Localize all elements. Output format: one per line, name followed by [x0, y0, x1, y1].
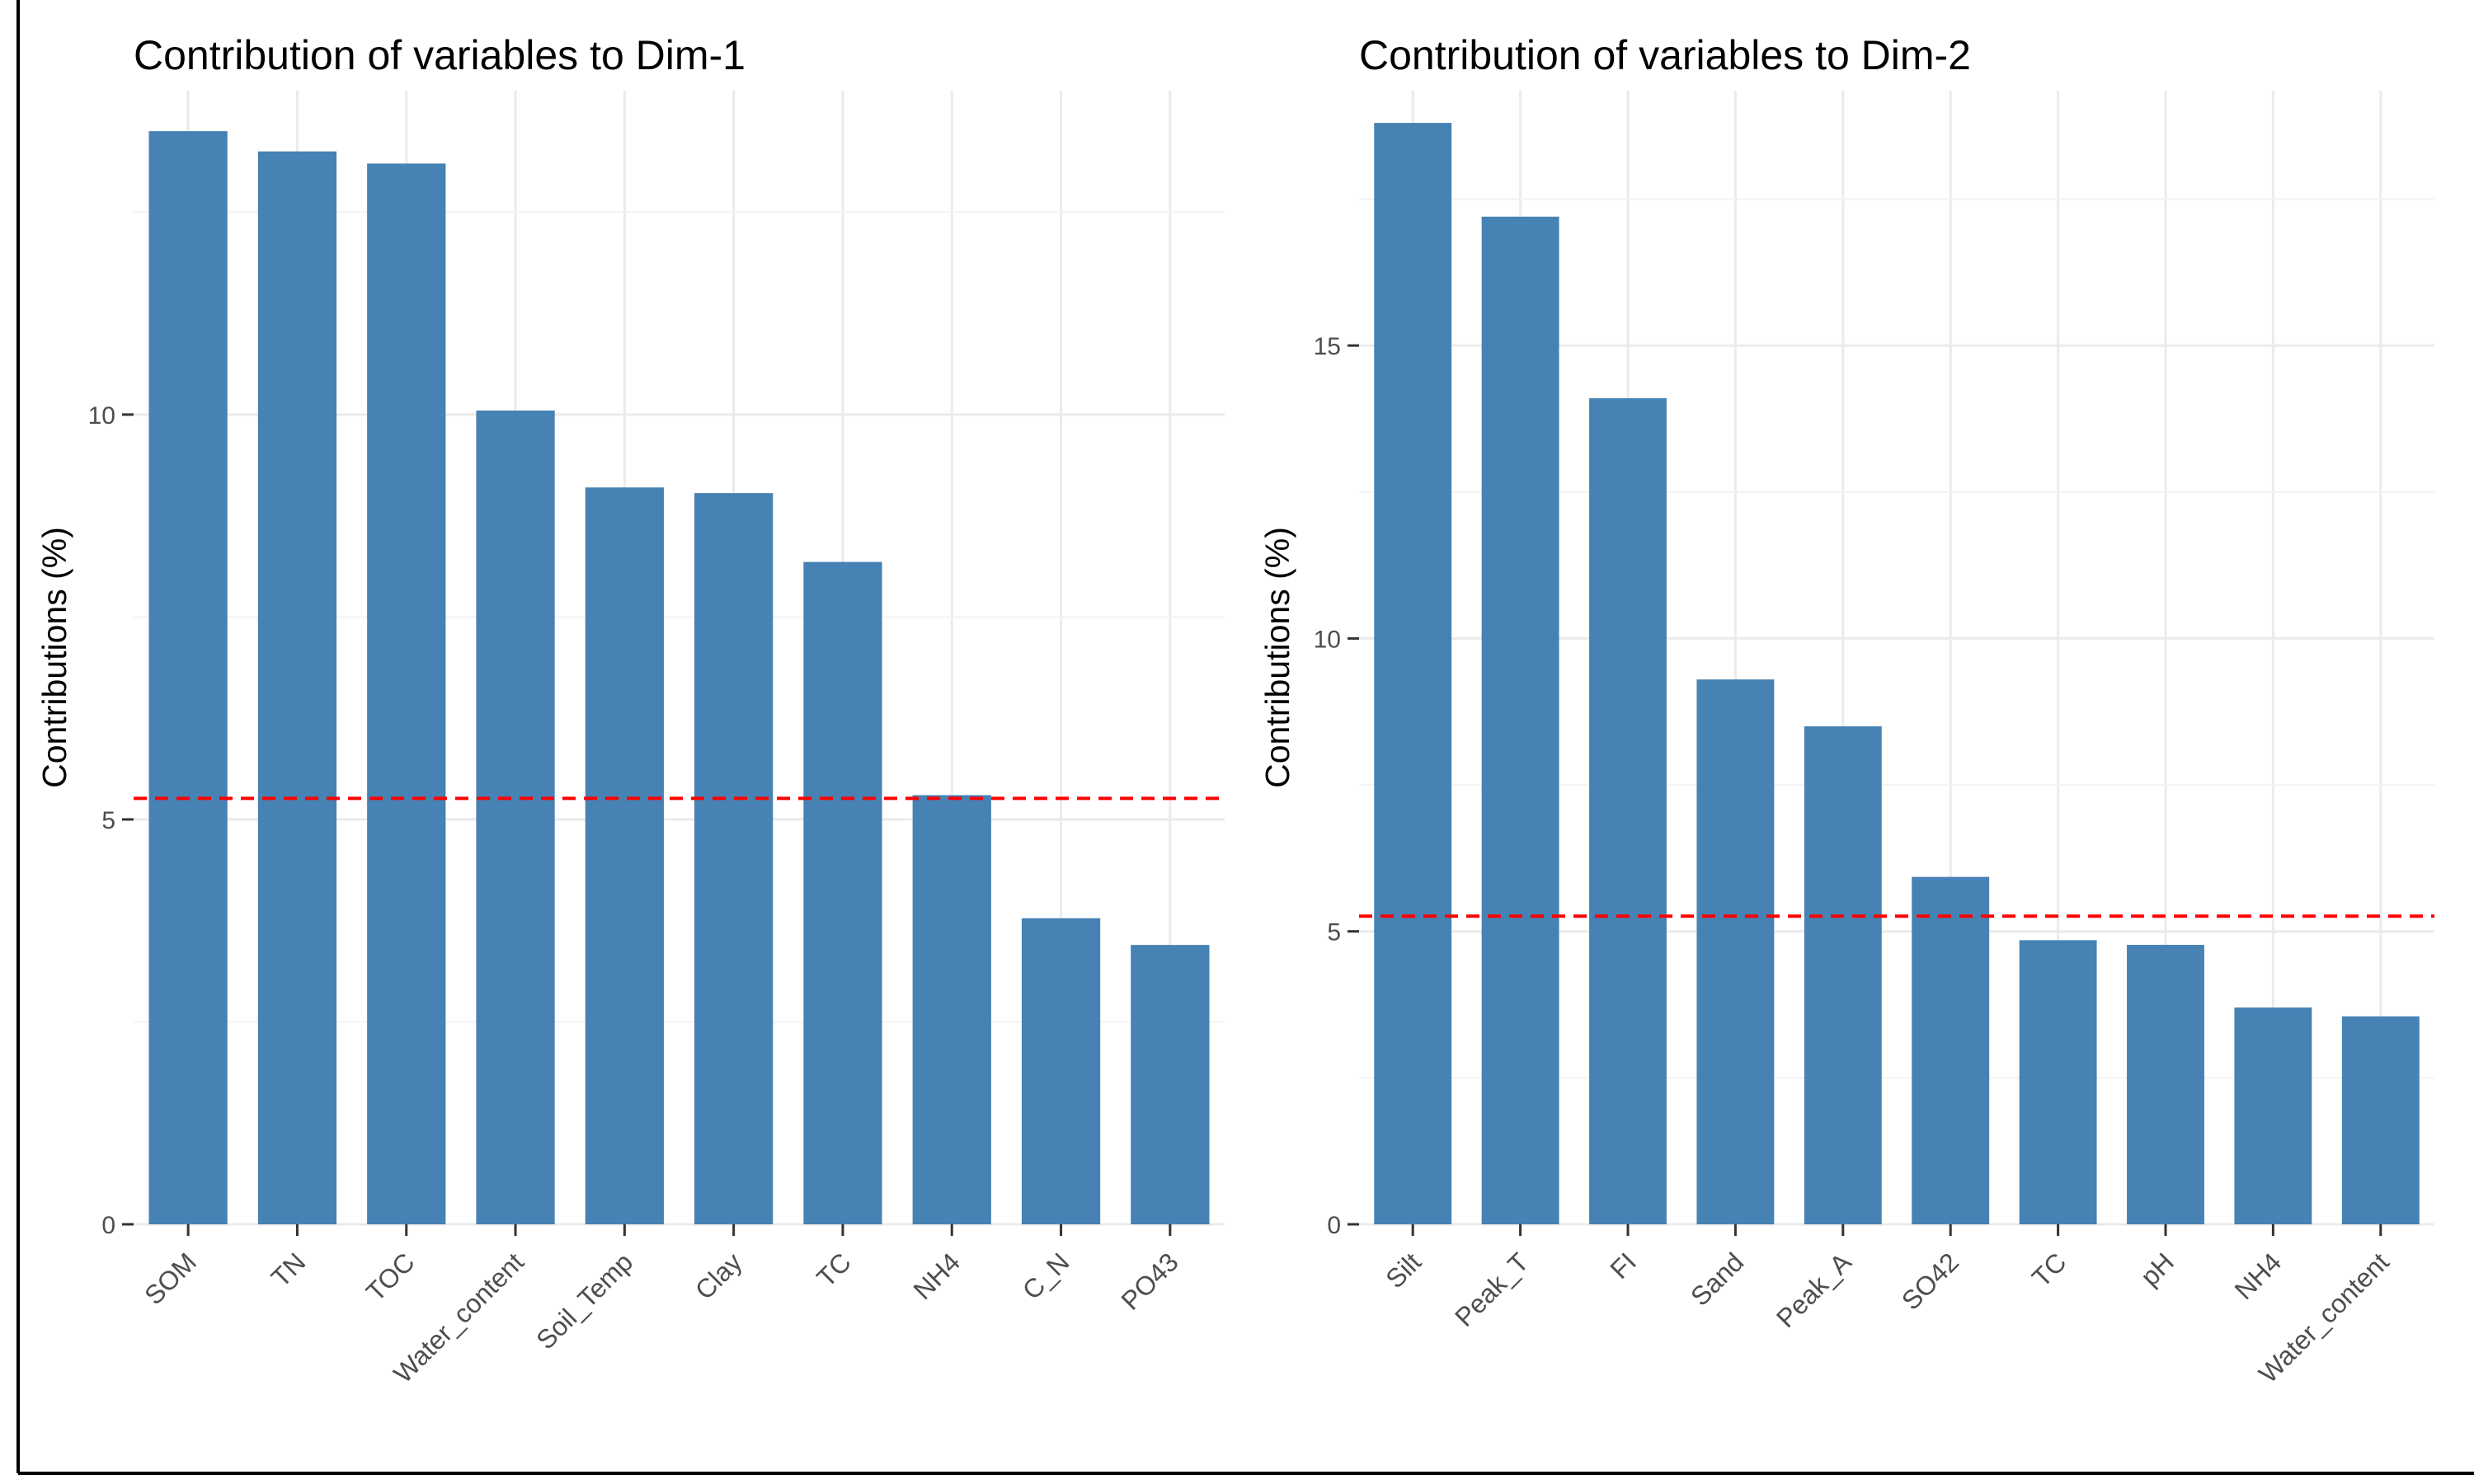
bar-silt-dim-2: [1374, 123, 1452, 1225]
y-tick-label-15-dim-2: 15: [1314, 333, 1341, 360]
bar-toc-dim-1: [367, 163, 446, 1225]
chart-title-dim-2: Contribution of variables to Dim-2: [1359, 32, 1971, 78]
y-tick-label-5-dim-2: 5: [1327, 919, 1341, 946]
y-tick-label-0-dim-2: 0: [1327, 1212, 1341, 1239]
bar-som-dim-1: [148, 131, 228, 1224]
y-axis-label-dim-1: Contributions (%): [35, 527, 73, 788]
y-tick-label-0-dim-1: 0: [101, 1212, 115, 1239]
bar-nh4-dim-2: [2234, 1007, 2312, 1224]
bar-nh4-dim-1: [912, 795, 991, 1224]
bar-water-content-dim-2: [2341, 1016, 2420, 1224]
y-axis-dim-2: 0 5 10 15: [1314, 333, 1359, 1239]
bar-sand-dim-2: [1696, 679, 1775, 1224]
bar-peak-a-dim-2: [1804, 726, 1882, 1224]
y-axis-dim-1: 0 5 10: [88, 402, 134, 1239]
y-tick-label-5-dim-1: 5: [101, 807, 115, 834]
y-tick-label-10-dim-1: 10: [88, 402, 115, 430]
bar-peak-t-dim-2: [1481, 216, 1559, 1224]
bar-ph-dim-2: [2127, 945, 2204, 1224]
bar-tc-dim-1: [803, 561, 882, 1224]
chart-title-dim-1: Contribution of variables to Dim-1: [134, 32, 745, 78]
bar-po43-dim-1: [1131, 945, 1210, 1224]
bar-soil-temp-dim-1: [585, 487, 664, 1224]
y-tick-label-10-dim-2: 10: [1314, 626, 1341, 653]
bar-clay-dim-1: [694, 493, 774, 1224]
bars-dim-2: [1374, 123, 2420, 1225]
y-axis-label-dim-2: Contributions (%): [1258, 527, 1296, 788]
bar-so42-dim-2: [1912, 876, 1990, 1224]
bar-c-n-dim-1: [1021, 918, 1101, 1224]
bar-water-content-dim-1: [476, 410, 555, 1225]
bars-dim-1: [148, 131, 1210, 1225]
bar-tc-dim-2: [2019, 940, 2097, 1224]
bar-fi-dim-2: [1589, 398, 1667, 1224]
bar-tn-dim-1: [257, 151, 337, 1224]
